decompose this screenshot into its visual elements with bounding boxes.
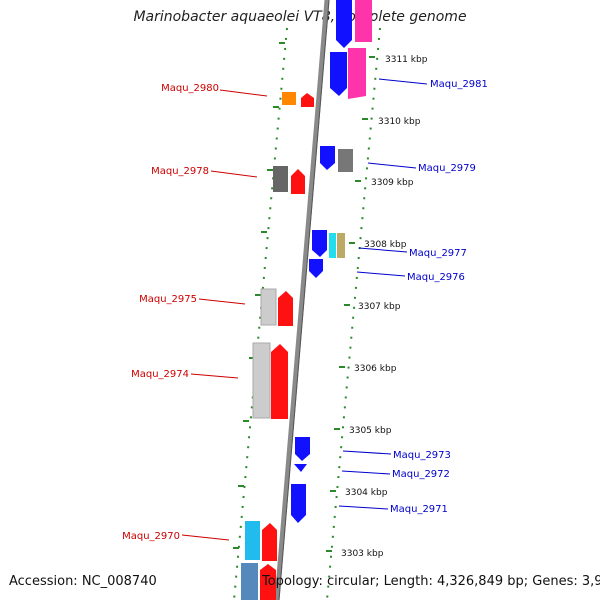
- kbp-tick-label: 3307 kbp: [358, 302, 401, 312]
- gene-arrow-pink: [355, 0, 372, 42]
- kbp-tick-label: 3303 kbp: [341, 549, 384, 559]
- leader-line: [378, 78, 428, 85]
- gene-arrow-red: [271, 344, 288, 419]
- gene-arrow-blue: [336, 0, 352, 48]
- gene-block-orange: [282, 92, 296, 105]
- ruler-guides: [233, 27, 381, 600]
- gene-arrow-pink: [348, 48, 366, 99]
- gene-label[interactable]: Maqu_2979: [418, 163, 476, 174]
- leader-line: [358, 247, 408, 253]
- gene-block-grey: [273, 166, 288, 192]
- gene-block-lightgrey: [260, 288, 277, 326]
- leader-line: [342, 450, 392, 455]
- backbone-line: [274, 0, 330, 600]
- gene-arrow-red: [262, 523, 277, 561]
- gene-label[interactable]: Maqu_2970: [122, 531, 180, 542]
- gene-label[interactable]: Maqu_2975: [139, 294, 197, 305]
- kbp-tick-label: 3310 kbp: [378, 117, 421, 127]
- kbp-scale: 3311 kbp 3310 kbp 3309 kbp 3308 kbp 3307…: [341, 55, 428, 559]
- gene-arrow-blue: [330, 52, 347, 96]
- right-gene-labels: Maqu_2981 Maqu_2979 Maqu_2977 Maqu_2976 …: [338, 78, 488, 515]
- leader-line: [356, 271, 406, 277]
- gene-block-lightgrey: [252, 342, 271, 419]
- gene-arrow-red: [301, 93, 314, 107]
- gene-label[interactable]: Maqu_2977: [409, 248, 467, 259]
- leader-line: [210, 170, 258, 178]
- topology-label: Topology: circular; Length: 4,326,849 bp…: [262, 574, 600, 589]
- gene-block-steelblue: [241, 563, 258, 600]
- gene-arrow-red: [278, 291, 293, 326]
- gene-arrow-red: [260, 564, 276, 600]
- gene-block-cyan: [329, 233, 336, 258]
- kbp-tick-label: 3311 kbp: [385, 55, 428, 65]
- gene-block-cyan: [245, 521, 260, 560]
- accession-label: Accession: NC_008740: [9, 574, 157, 589]
- leader-line: [219, 89, 268, 97]
- kbp-tick-label: 3309 kbp: [371, 178, 414, 188]
- backbone-edge: [278, 0, 330, 600]
- gene-arrow-red: [291, 169, 305, 194]
- gene-block-grey: [338, 149, 353, 172]
- gene-block-khaki: [337, 233, 345, 258]
- gene-label[interactable]: Maqu_2980: [161, 83, 219, 94]
- gene-label[interactable]: Maqu_2974: [131, 369, 189, 380]
- gene-arrow-blue: [294, 464, 307, 472]
- leader-line: [341, 470, 391, 475]
- leader-line: [367, 162, 417, 169]
- leader-line: [181, 534, 230, 541]
- kbp-tick-label: 3305 kbp: [349, 426, 392, 436]
- gene-label[interactable]: Maqu_2976: [407, 272, 465, 283]
- kbp-tick-label: 3306 kbp: [354, 364, 397, 374]
- kbp-tick-label: 3304 kbp: [345, 488, 388, 498]
- genome-title: Marinobacter aquaeolei VT8, complete gen…: [133, 9, 467, 25]
- gene-label[interactable]: Maqu_2972: [392, 469, 450, 480]
- gene-label[interactable]: Maqu_2973: [393, 450, 451, 461]
- gene-arrow-blue: [320, 146, 335, 170]
- gene-label[interactable]: Maqu_2971: [390, 504, 448, 515]
- gene-label[interactable]: Maqu_2978: [151, 166, 209, 177]
- leader-line: [198, 298, 246, 305]
- left-gene-blocks: [241, 92, 314, 600]
- gene-arrow-blue: [312, 230, 327, 257]
- leader-line: [190, 373, 239, 379]
- gene-label[interactable]: Maqu_2981: [430, 79, 488, 90]
- right-gene-blocks: [291, 0, 372, 523]
- gene-arrow-blue: [295, 437, 310, 461]
- gene-arrow-blue: [309, 259, 323, 278]
- kbp-tick-label: 3308 kbp: [364, 240, 407, 250]
- left-gene-labels: Maqu_2980 Maqu_2978 Maqu_2975 Maqu_2974 …: [122, 83, 268, 542]
- leader-line: [338, 505, 389, 510]
- ruler-guide: [326, 27, 381, 600]
- gene-arrow-blue: [291, 484, 306, 523]
